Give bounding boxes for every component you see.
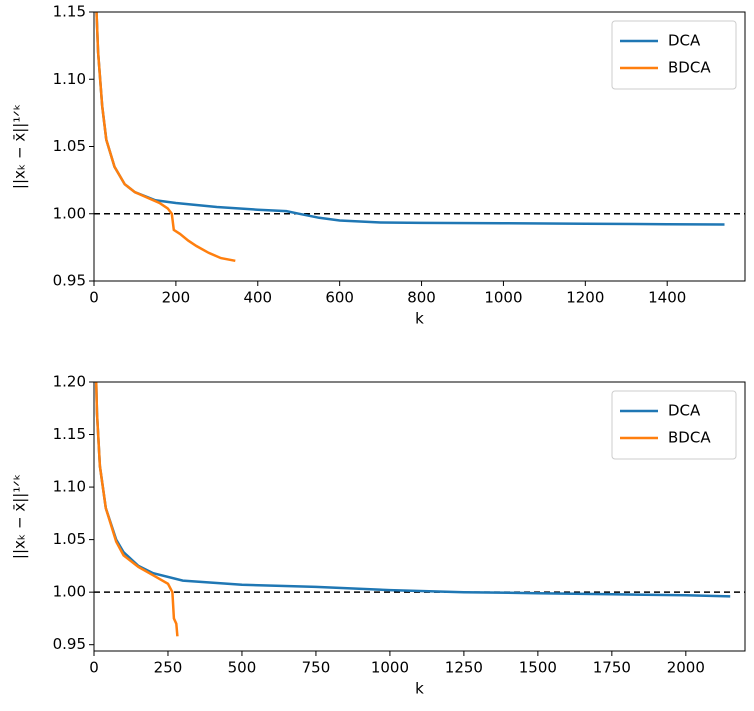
y-tick-label: 1.05 xyxy=(53,137,86,155)
x-tick-label: 1500 xyxy=(519,659,557,677)
legend-label: DCA xyxy=(668,402,701,420)
y-tick-label: 1.10 xyxy=(53,478,86,496)
y-tick-label: 1.05 xyxy=(53,530,86,548)
x-tick-label: 250 xyxy=(154,659,183,677)
data-line xyxy=(95,12,236,263)
axes-frame xyxy=(93,381,746,652)
legend-box xyxy=(611,390,737,460)
x-tick-label: 1000 xyxy=(484,289,522,307)
x-tick-label: 800 xyxy=(407,289,436,307)
legend-box xyxy=(611,20,737,90)
x-tick-label: 600 xyxy=(325,289,354,307)
x-tick-label: 500 xyxy=(228,659,257,677)
panel: 0 200 400 600 800 1000 1200 1400 0.95 1.00 1.05 1.1… xyxy=(11,3,746,328)
x-tick-label: 1400 xyxy=(648,289,686,307)
x-axis-label: k xyxy=(415,310,424,328)
x-tick-label: 750 xyxy=(302,659,331,677)
y-tick-label: 0.95 xyxy=(53,272,86,290)
x-tick-label: 0 xyxy=(89,659,99,677)
y-axis-label: ||xₖ − x̄||¹ᐟᵏ xyxy=(11,474,29,559)
x-tick-label: 200 xyxy=(162,289,191,307)
data-line xyxy=(94,382,731,598)
x-tick-label: 400 xyxy=(243,289,272,307)
x-tick-label: 1000 xyxy=(371,659,409,677)
x-tick-label: 1750 xyxy=(593,659,631,677)
legend-label: DCA xyxy=(668,32,701,50)
y-tick-label: 1.00 xyxy=(53,204,86,222)
x-tick-label: 2000 xyxy=(667,659,705,677)
y-tick-label: 0.95 xyxy=(53,635,86,653)
y-tick-label: 1.15 xyxy=(53,425,86,443)
x-tick-label: 1200 xyxy=(566,289,604,307)
axes-frame xyxy=(93,11,746,282)
y-tick-label: 1.10 xyxy=(53,70,86,88)
data-line xyxy=(94,382,179,637)
legend: DCA BDCA xyxy=(611,20,737,90)
y-tick-label: 1.20 xyxy=(53,373,86,391)
panel: 0 250 500 750 1000 1250 1500 1750 2000 0.95 1.00 1.… xyxy=(11,373,746,698)
legend: DCA BDCA xyxy=(611,390,737,460)
x-axis-label: k xyxy=(415,680,424,698)
legend-label: BDCA xyxy=(668,59,711,77)
y-axis-label: ||xₖ − x̄||¹ᐟᵏ xyxy=(11,104,29,189)
x-tick-label: 1250 xyxy=(445,659,483,677)
y-tick-label: 1.15 xyxy=(53,3,86,21)
legend-label: BDCA xyxy=(668,429,711,447)
x-tick-label: 0 xyxy=(89,289,99,307)
y-tick-label: 1.00 xyxy=(53,583,86,601)
